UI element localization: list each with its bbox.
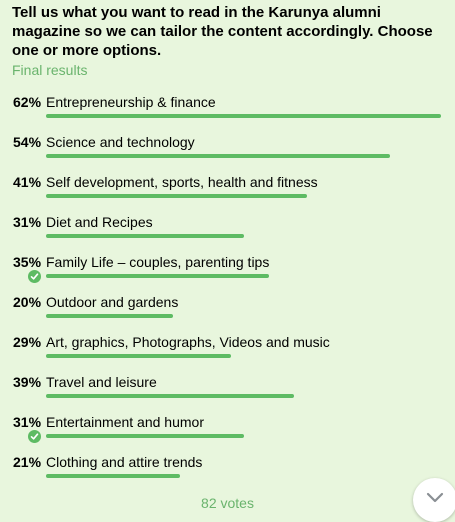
poll-option[interactable]: 29% Art, graphics, Photographs, Videos an… bbox=[0, 334, 455, 374]
poll-option-percent: 35% bbox=[13, 254, 42, 270]
poll-option-label: Outdoor and gardens bbox=[46, 294, 179, 310]
poll-option-label: Clothing and attire trends bbox=[46, 454, 203, 470]
poll-option-percent: 54% bbox=[13, 134, 42, 150]
poll-option[interactable]: 62% Entrepreneurship & finance bbox=[0, 94, 455, 134]
poll-option-percent: 41% bbox=[13, 174, 42, 190]
poll-option-percent: 31% bbox=[13, 414, 42, 430]
poll-option-label: Entertainment and humor bbox=[46, 414, 204, 430]
poll-option[interactable]: 21% Clothing and attire trends bbox=[0, 454, 455, 494]
poll-status: Final results bbox=[12, 62, 88, 78]
poll-option-bar bbox=[46, 474, 180, 478]
poll-option-percent: 29% bbox=[13, 334, 42, 350]
scroll-down-button[interactable] bbox=[413, 478, 455, 522]
poll-option[interactable]: 20% Outdoor and gardens bbox=[0, 294, 455, 334]
poll-option-bar bbox=[46, 394, 294, 398]
poll-option-label: Art, graphics, Photographs, Videos and m… bbox=[46, 334, 330, 350]
poll-option[interactable]: 39% Travel and leisure bbox=[0, 374, 455, 414]
poll-option-label: Science and technology bbox=[46, 134, 195, 150]
poll-option-percent: 31% bbox=[13, 214, 42, 230]
poll-option-bar bbox=[46, 234, 244, 238]
poll-question: Tell us what you want to read in the Kar… bbox=[12, 4, 433, 59]
poll-option-bar bbox=[46, 194, 307, 198]
poll-option-percent: 20% bbox=[13, 294, 42, 310]
poll-option-label: Travel and leisure bbox=[46, 374, 157, 390]
poll-option-bar bbox=[46, 154, 390, 158]
vote-count[interactable]: 82 votes bbox=[0, 495, 455, 511]
poll-option-bar bbox=[46, 354, 231, 358]
poll-option-label: Diet and Recipes bbox=[46, 214, 153, 230]
chosen-check-icon bbox=[27, 429, 42, 444]
poll-option-bar bbox=[46, 314, 173, 318]
poll-option-label: Family Life – couples, parenting tips bbox=[46, 254, 270, 270]
poll-option-label: Entrepreneurship & finance bbox=[46, 94, 216, 110]
vote-count-label: 82 votes bbox=[201, 495, 254, 511]
poll-option-bar bbox=[46, 114, 441, 118]
poll-option-percent: 21% bbox=[13, 454, 42, 470]
chevron-down-icon bbox=[426, 492, 444, 503]
poll-option-bar bbox=[46, 434, 244, 438]
poll-option-bar bbox=[46, 274, 269, 278]
poll-option[interactable]: 31% Diet and Recipes bbox=[0, 214, 455, 254]
chosen-check-icon bbox=[27, 269, 42, 284]
poll-option[interactable]: 31% Entertainment and humor bbox=[0, 414, 455, 454]
poll-option-label: Self development, sports, health and fit… bbox=[46, 174, 318, 190]
poll-option[interactable]: 35% Family Life – couples, parenting tips bbox=[0, 254, 455, 294]
poll-option[interactable]: 41% Self development, sports, health and … bbox=[0, 174, 455, 214]
poll-option[interactable]: 54% Science and technology bbox=[0, 134, 455, 174]
poll-option-percent: 62% bbox=[13, 94, 42, 110]
poll-option-percent: 39% bbox=[13, 374, 42, 390]
